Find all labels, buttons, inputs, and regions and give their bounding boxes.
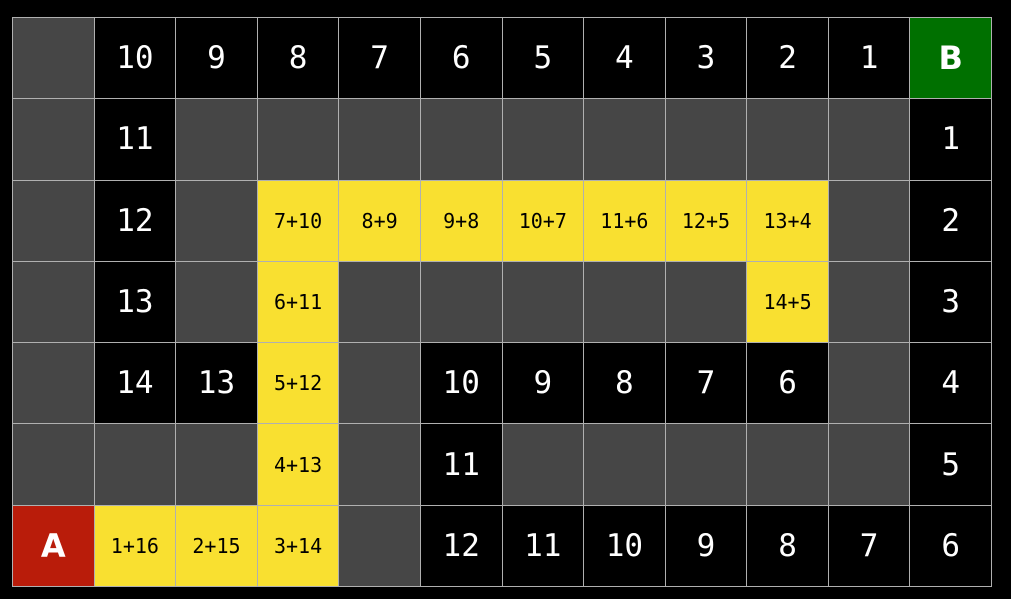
- path-cell: 12+5: [665, 180, 748, 262]
- distance-cell: 8: [584, 343, 666, 425]
- path-cell: 1+16: [94, 505, 177, 587]
- wall-cell: [94, 424, 177, 506]
- wall-cell: [828, 99, 911, 181]
- wall-cell: [13, 180, 95, 262]
- distance-cell: 10: [94, 18, 177, 100]
- distance-cell: 9: [665, 505, 748, 587]
- wall-cell: [13, 261, 95, 344]
- wall-cell: [339, 424, 421, 506]
- distance-cell: 12: [94, 180, 177, 262]
- wall-cell: [176, 424, 258, 506]
- distance-cell: 10: [420, 343, 503, 425]
- path-cell: 11+6: [584, 180, 666, 262]
- wall-cell: [176, 99, 258, 181]
- distance-cell: 11: [94, 99, 177, 181]
- wall-cell: [828, 261, 911, 344]
- wall-cell: [257, 99, 340, 181]
- distance-cell: 7: [828, 505, 911, 587]
- wall-cell: [665, 99, 748, 181]
- path-cell: 10+7: [502, 180, 585, 262]
- distance-cell: 2: [747, 18, 829, 100]
- wall-cell: [502, 424, 585, 506]
- wall-cell: [502, 99, 585, 181]
- wall-cell: [747, 424, 829, 506]
- path-cell: 14+5: [747, 261, 829, 344]
- start-cell: A: [13, 505, 95, 587]
- wall-cell: [584, 99, 666, 181]
- wall-cell: [13, 99, 95, 181]
- wall-cell: [176, 180, 258, 262]
- wall-cell: [339, 343, 421, 425]
- wall-cell: [665, 424, 748, 506]
- distance-cell: 4: [584, 18, 666, 100]
- path-cell: 5+12: [257, 343, 340, 425]
- distance-cell: 11: [420, 424, 503, 506]
- path-cell: 7+10: [257, 180, 340, 262]
- distance-cell: 14: [94, 343, 177, 425]
- wall-cell: [13, 18, 95, 100]
- distance-cell: 2: [910, 180, 992, 262]
- path-cell: 13+4: [747, 180, 829, 262]
- wall-cell: [13, 424, 95, 506]
- path-cell: 4+13: [257, 424, 340, 506]
- distance-cell: 1: [910, 99, 992, 181]
- distance-cell: 3: [665, 18, 748, 100]
- wall-cell: [828, 343, 911, 425]
- wall-cell: [339, 261, 421, 344]
- path-cell: 6+11: [257, 261, 340, 344]
- distance-cell: 3: [910, 261, 992, 344]
- distance-cell: 6: [747, 343, 829, 425]
- distance-cell: 1: [828, 18, 911, 100]
- wall-cell: [420, 261, 503, 344]
- wall-cell: [339, 505, 421, 587]
- wall-cell: [584, 261, 666, 344]
- distance-cell: 6: [910, 505, 992, 587]
- distance-cell: 12: [420, 505, 503, 587]
- distance-cell: 9: [502, 343, 585, 425]
- path-cell: 9+8: [420, 180, 503, 262]
- path-cell: 3+14: [257, 505, 340, 587]
- path-cell: 8+9: [339, 180, 421, 262]
- maze-grid: 10 9 8 7 6 5 4 3 2 1 B 11 1 12 7+10 8+9 9+8 10+7 11+6 12+5 1…: [12, 17, 992, 587]
- path-cell: 2+15: [176, 505, 258, 587]
- distance-cell: 5: [910, 424, 992, 506]
- wall-cell: [828, 180, 911, 262]
- distance-cell: 7: [665, 343, 748, 425]
- distance-cell: 13: [176, 343, 258, 425]
- distance-cell: 6: [420, 18, 503, 100]
- distance-cell: 9: [176, 18, 258, 100]
- distance-cell: 4: [910, 343, 992, 425]
- wall-cell: [747, 99, 829, 181]
- wall-cell: [420, 99, 503, 181]
- distance-cell: 10: [584, 505, 666, 587]
- goal-cell: B: [910, 18, 992, 100]
- distance-cell: 11: [502, 505, 585, 587]
- wall-cell: [665, 261, 748, 344]
- wall-cell: [584, 424, 666, 506]
- wall-cell: [828, 424, 911, 506]
- distance-cell: 7: [339, 18, 421, 100]
- distance-cell: 8: [257, 18, 340, 100]
- wall-cell: [502, 261, 585, 344]
- wall-cell: [176, 261, 258, 344]
- wall-cell: [13, 343, 95, 425]
- distance-cell: 8: [747, 505, 829, 587]
- wall-cell: [339, 99, 421, 181]
- distance-cell: 13: [94, 261, 177, 344]
- distance-cell: 5: [502, 18, 585, 100]
